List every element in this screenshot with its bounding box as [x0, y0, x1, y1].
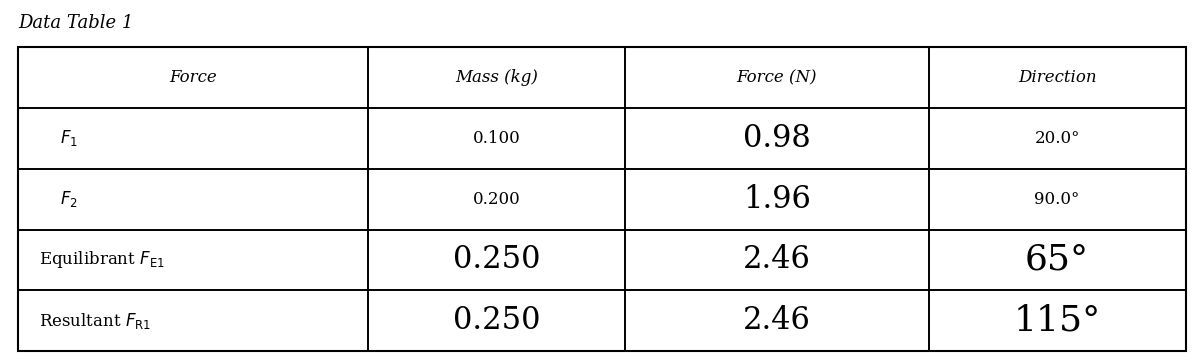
Bar: [929, 169, 1186, 230]
Bar: [18, 290, 368, 351]
Text: Force: Force: [169, 69, 217, 86]
Text: $F_1$: $F_1$: [60, 128, 78, 148]
Bar: [625, 230, 929, 290]
Bar: [625, 169, 929, 230]
Bar: [18, 108, 368, 169]
Text: 0.250: 0.250: [452, 244, 540, 275]
Text: Data Table 1: Data Table 1: [18, 14, 133, 33]
Bar: [625, 290, 929, 351]
Bar: [625, 108, 929, 169]
Text: 115°: 115°: [1014, 304, 1100, 338]
Text: 1.96: 1.96: [743, 184, 811, 215]
Bar: [368, 47, 625, 108]
Bar: [18, 169, 368, 230]
Text: Mass (kg): Mass (kg): [455, 69, 538, 86]
Text: Resultant $F_{\mathrm{R1}}$: Resultant $F_{\mathrm{R1}}$: [40, 311, 151, 331]
Bar: [929, 230, 1186, 290]
Bar: [929, 108, 1186, 169]
Text: 0.200: 0.200: [473, 191, 521, 207]
Text: 0.100: 0.100: [473, 130, 521, 147]
Text: 20.0°: 20.0°: [1034, 130, 1080, 147]
Text: 90.0°: 90.0°: [1034, 191, 1080, 207]
Bar: [18, 47, 368, 108]
Bar: [368, 169, 625, 230]
Text: Direction: Direction: [1018, 69, 1097, 86]
Text: 2.46: 2.46: [743, 305, 811, 336]
Bar: [368, 230, 625, 290]
Bar: [929, 47, 1186, 108]
Bar: [929, 290, 1186, 351]
Text: 0.250: 0.250: [452, 305, 540, 336]
Text: 2.46: 2.46: [743, 244, 811, 275]
Bar: [368, 108, 625, 169]
Text: 65°: 65°: [1025, 243, 1090, 277]
Bar: [625, 47, 929, 108]
Text: Force (N): Force (N): [737, 69, 817, 86]
Text: 0.98: 0.98: [743, 123, 811, 154]
Bar: [18, 47, 1186, 351]
Text: Equilibrant $F_{\mathrm{E1}}$: Equilibrant $F_{\mathrm{E1}}$: [40, 249, 164, 270]
Text: $F_2$: $F_2$: [60, 189, 78, 209]
Bar: [368, 290, 625, 351]
Bar: [18, 230, 368, 290]
